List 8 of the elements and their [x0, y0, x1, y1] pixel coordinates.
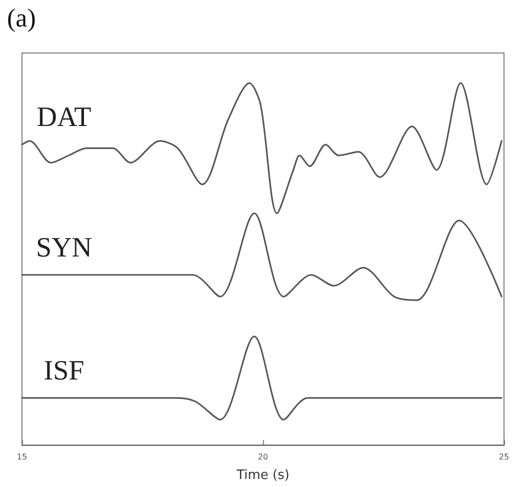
- x-axis-title: Time (s): [236, 468, 290, 483]
- series-label: SYN: [36, 232, 92, 264]
- x-tick-label: 20: [258, 452, 268, 462]
- chart-title: (a): [7, 4, 36, 32]
- series-label: DAT: [36, 102, 92, 134]
- x-tick-label: 25: [498, 452, 510, 462]
- series-label: ISF: [44, 355, 84, 386]
- x-tick-label: 15: [16, 452, 28, 462]
